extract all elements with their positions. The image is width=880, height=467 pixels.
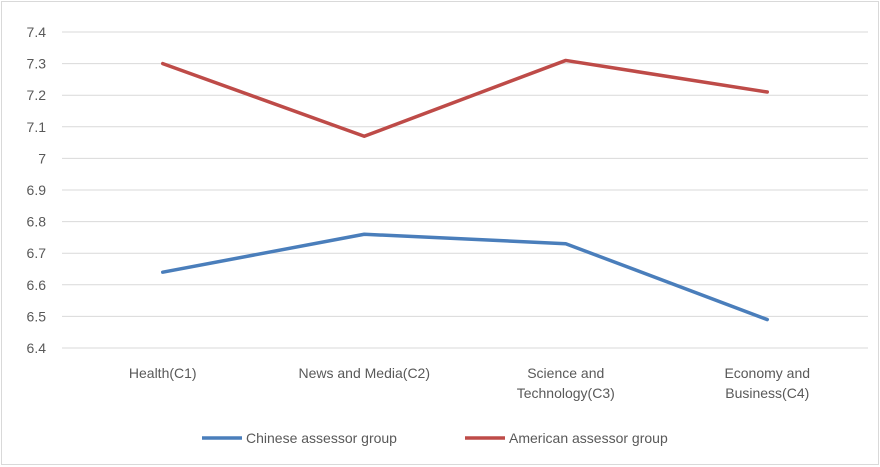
y-tick-label: 6.8 bbox=[27, 214, 47, 230]
series-line-1 bbox=[163, 234, 768, 319]
y-tick-label: 7.2 bbox=[27, 87, 47, 103]
y-axis-tick-labels: 6.4 6.5 6.6 6.7 6.8 6.9 7 7.1 7.2 7.3 7.4 bbox=[27, 24, 47, 356]
y-tick-label: 7 bbox=[38, 150, 46, 166]
y-tick-label: 6.6 bbox=[27, 277, 47, 293]
y-tick-label: 7.4 bbox=[27, 24, 47, 40]
legend-label-1: Chinese assessor group bbox=[246, 430, 397, 446]
y-tick-label: 6.9 bbox=[27, 182, 47, 198]
y-tick-label: 6.7 bbox=[27, 245, 47, 261]
legend: Chinese assessor group American assessor … bbox=[202, 430, 668, 446]
x-category-label: News and Media(C2) bbox=[299, 365, 431, 381]
y-tick-label: 7.1 bbox=[27, 119, 47, 135]
y-tick-label: 6.4 bbox=[27, 340, 47, 356]
x-category-label: Health(C1) bbox=[129, 365, 197, 381]
series-line-2 bbox=[163, 60, 768, 136]
y-tick-label: 7.3 bbox=[27, 56, 47, 72]
gridlines bbox=[62, 32, 868, 348]
legend-label-2: American assessor group bbox=[509, 430, 668, 446]
y-tick-label: 6.5 bbox=[27, 308, 47, 324]
